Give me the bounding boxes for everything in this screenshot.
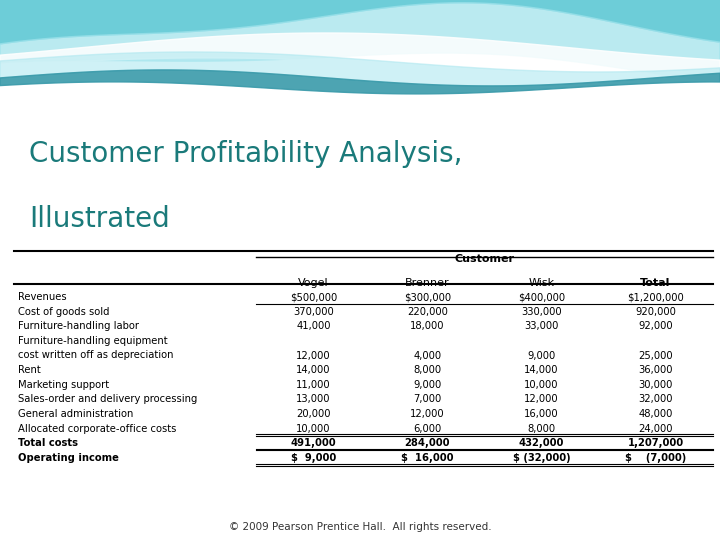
Text: 25,000: 25,000: [638, 350, 672, 361]
Text: Total costs: Total costs: [18, 438, 78, 448]
Text: 10,000: 10,000: [296, 423, 330, 434]
Text: $400,000: $400,000: [518, 292, 565, 302]
Text: 370,000: 370,000: [293, 307, 333, 316]
Text: 32,000: 32,000: [638, 394, 672, 404]
Text: Operating income: Operating income: [18, 453, 119, 463]
Text: 12,000: 12,000: [524, 394, 559, 404]
Text: 8,000: 8,000: [527, 423, 556, 434]
Text: 33,000: 33,000: [524, 321, 559, 331]
Text: $300,000: $300,000: [404, 292, 451, 302]
Text: 24,000: 24,000: [638, 423, 672, 434]
Text: Cost of goods sold: Cost of goods sold: [18, 307, 109, 316]
Text: 10,000: 10,000: [524, 380, 559, 390]
Text: 41,000: 41,000: [296, 321, 330, 331]
Text: 18,000: 18,000: [410, 321, 445, 331]
Text: 48,000: 48,000: [639, 409, 672, 419]
Text: $ (32,000): $ (32,000): [513, 453, 570, 463]
Text: 14,000: 14,000: [296, 365, 330, 375]
Text: 220,000: 220,000: [407, 307, 448, 316]
Text: 8,000: 8,000: [413, 365, 441, 375]
Text: cost written off as depreciation: cost written off as depreciation: [18, 350, 174, 361]
Text: Revenues: Revenues: [18, 292, 67, 302]
Text: 12,000: 12,000: [296, 350, 330, 361]
Text: 11,000: 11,000: [296, 380, 330, 390]
Text: 9,000: 9,000: [413, 380, 441, 390]
Text: 330,000: 330,000: [521, 307, 562, 316]
Text: 14,000: 14,000: [524, 365, 559, 375]
Text: Sales-order and delivery processing: Sales-order and delivery processing: [18, 394, 197, 404]
Text: 13,000: 13,000: [296, 394, 330, 404]
Text: General administration: General administration: [18, 409, 133, 419]
Text: Furniture-handling labor: Furniture-handling labor: [18, 321, 139, 331]
Text: 7,000: 7,000: [413, 394, 441, 404]
Text: 6,000: 6,000: [413, 423, 441, 434]
Text: Allocated corporate-office costs: Allocated corporate-office costs: [18, 423, 176, 434]
Text: Vogel: Vogel: [298, 278, 328, 288]
Text: $500,000: $500,000: [289, 292, 337, 302]
Text: 9,000: 9,000: [527, 350, 556, 361]
Text: Wisk: Wisk: [528, 278, 554, 288]
Text: 1,207,000: 1,207,000: [627, 438, 683, 448]
Text: $  9,000: $ 9,000: [291, 453, 336, 463]
Text: © 2009 Pearson Prentice Hall.  All rights reserved.: © 2009 Pearson Prentice Hall. All rights…: [229, 522, 491, 531]
Text: Furniture-handling equipment: Furniture-handling equipment: [18, 336, 168, 346]
Text: Total: Total: [640, 278, 670, 288]
Text: 491,000: 491,000: [291, 438, 336, 448]
Text: 432,000: 432,000: [518, 438, 564, 448]
Text: 12,000: 12,000: [410, 409, 445, 419]
Text: Illustrated: Illustrated: [29, 205, 169, 233]
Text: 920,000: 920,000: [635, 307, 676, 316]
Text: 4,000: 4,000: [413, 350, 441, 361]
Text: 36,000: 36,000: [638, 365, 672, 375]
Text: 92,000: 92,000: [638, 321, 672, 331]
Text: 30,000: 30,000: [639, 380, 672, 390]
Text: Customer: Customer: [454, 254, 514, 264]
Text: $    (7,000): $ (7,000): [625, 453, 686, 463]
Text: 284,000: 284,000: [405, 438, 450, 448]
Text: Customer Profitability Analysis,: Customer Profitability Analysis,: [29, 140, 462, 168]
Text: $1,200,000: $1,200,000: [627, 292, 684, 302]
Text: 16,000: 16,000: [524, 409, 559, 419]
Text: Brenner: Brenner: [405, 278, 450, 288]
Text: $  16,000: $ 16,000: [401, 453, 454, 463]
Text: 20,000: 20,000: [296, 409, 330, 419]
Text: Rent: Rent: [18, 365, 41, 375]
Text: Marketing support: Marketing support: [18, 380, 109, 390]
